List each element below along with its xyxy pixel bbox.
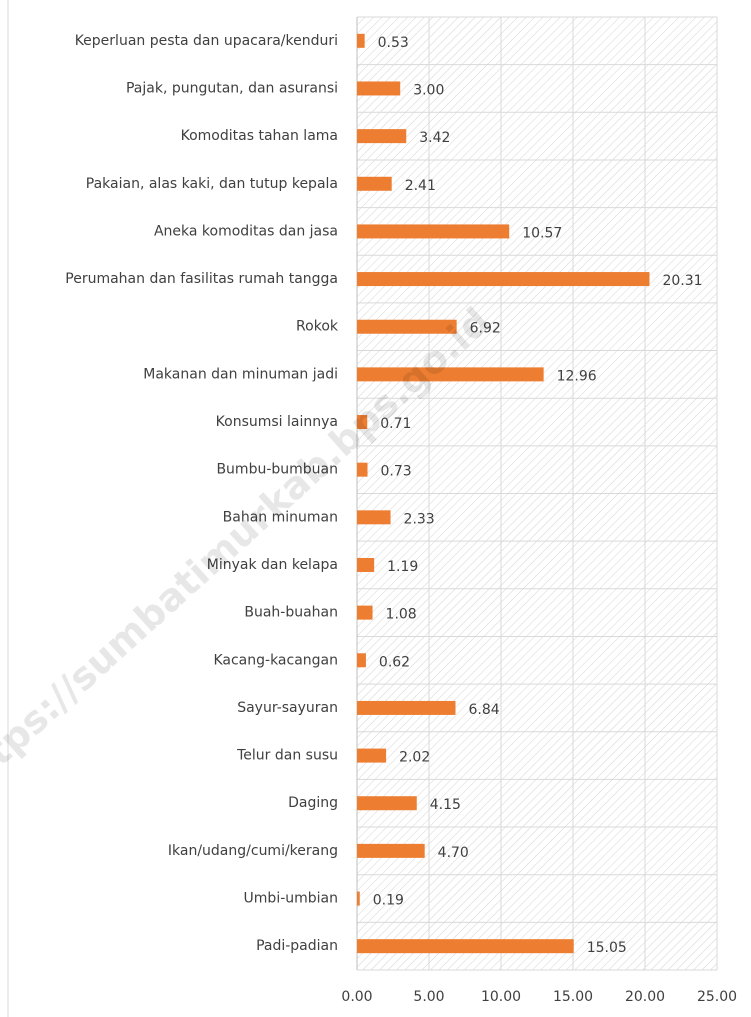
value-label: 10.57 (522, 225, 562, 241)
value-label: 6.84 (468, 702, 499, 718)
y-tick-label: Rokok (296, 319, 339, 335)
value-label: 0.73 (381, 464, 412, 480)
bar (357, 510, 391, 525)
value-label: 15.05 (587, 940, 627, 956)
y-tick-label: Konsumsi lainnya (216, 414, 338, 430)
y-tick-label: Umbi-umbian (244, 891, 338, 907)
y-tick-label: Buah-buahan (244, 605, 338, 621)
y-tick-label: Keperluan pesta dan upacara/kenduri (75, 33, 338, 49)
y-tick-label: Kacang-kacangan (213, 652, 338, 668)
value-label: 12.96 (557, 368, 597, 384)
x-tick-label: 20.00 (625, 989, 665, 1005)
value-label: 2.33 (404, 511, 435, 527)
value-label: 2.02 (399, 750, 430, 766)
y-tick-label: Telur dan susu (236, 748, 338, 764)
bar (357, 653, 366, 668)
bar (357, 33, 365, 48)
value-label: 4.70 (438, 845, 469, 861)
value-label: 3.42 (419, 130, 450, 146)
x-tick-label: 25.00 (697, 989, 737, 1005)
bar (357, 796, 417, 811)
value-label: 1.19 (387, 559, 418, 575)
value-label: 0.62 (379, 654, 410, 670)
bar (357, 176, 392, 191)
bar (357, 272, 650, 287)
value-label: 0.71 (380, 416, 411, 432)
bar (357, 415, 368, 430)
y-tick-label: Ikan/udang/cumi/kerang (168, 843, 338, 859)
value-label: 20.31 (662, 273, 702, 289)
value-label: 6.92 (470, 321, 501, 337)
bar (357, 319, 457, 334)
value-label: 2.41 (405, 178, 436, 194)
value-label: 0.53 (378, 35, 409, 51)
x-tick-label: 15.00 (553, 989, 593, 1005)
x-tick-label: 5.00 (413, 989, 444, 1005)
bar (357, 367, 544, 382)
value-label: 4.15 (430, 797, 461, 813)
bar (357, 891, 360, 906)
value-label: 3.00 (413, 82, 444, 98)
y-tick-label: Perumahan dan fasilitas rumah tangga (65, 271, 338, 287)
y-tick-label: Bahan minuman (223, 509, 338, 525)
bar (357, 462, 368, 477)
x-tick-label: 0.00 (341, 989, 372, 1005)
bar (357, 843, 425, 858)
bar (357, 939, 574, 954)
y-tick-label: Komoditas tahan lama (181, 128, 338, 144)
bar (357, 748, 387, 763)
y-tick-label: Makanan dan minuman jadi (143, 366, 338, 382)
bar (357, 557, 375, 572)
y-tick-label: Daging (288, 795, 338, 811)
bar (357, 81, 401, 96)
y-tick-label: Pajak, pungutan, dan asuransi (126, 80, 338, 96)
value-label: 1.08 (386, 607, 417, 623)
bar (357, 605, 373, 620)
y-tick-label: Sayur-sayuran (237, 700, 338, 716)
y-tick-label: Bumbu-bumbuan (216, 462, 338, 478)
value-label: 0.19 (373, 893, 404, 909)
y-tick-label: Pakaian, alas kaki, dan tutup kepala (86, 176, 338, 192)
y-tick-label: Aneka komoditas dan jasa (154, 223, 338, 239)
bar (357, 224, 510, 239)
y-tick-label: Minyak dan kelapa (207, 557, 338, 573)
bar (357, 700, 456, 715)
y-tick-label: Padi-padian (256, 938, 338, 954)
bar (357, 129, 407, 144)
x-tick-label: 10.00 (481, 989, 521, 1005)
